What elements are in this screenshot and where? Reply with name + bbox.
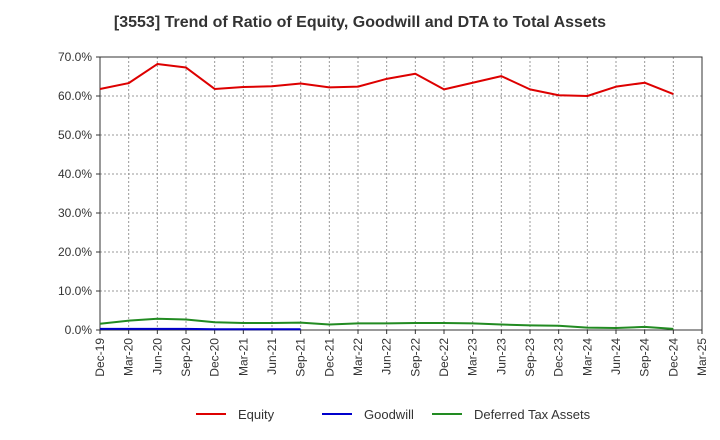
x-tick-label: Sep-20: [179, 338, 193, 377]
x-tick-label: Dec-20: [208, 338, 222, 377]
x-tick-label: Sep-23: [523, 338, 537, 377]
x-tick-label: Jun-22: [380, 338, 394, 375]
chart-title: [3553] Trend of Ratio of Equity, Goodwil…: [113, 14, 607, 31]
y-tick-label: 40.0%: [58, 167, 92, 181]
plot-frame: [99, 56, 703, 331]
y-tick-label: 60.0%: [58, 89, 92, 103]
x-tick-label: Jun-20: [150, 338, 164, 375]
y-tick-label: 70.0%: [58, 50, 92, 64]
legend-layer: Equity Goodwill Deferred Tax Assets: [196, 407, 591, 422]
y-tick-label: 30.0%: [58, 206, 92, 220]
x-tick-label: Mar-25: [695, 338, 709, 376]
x-tick-label: Jun-21: [265, 338, 279, 375]
x-tick-label: Mar-23: [466, 338, 480, 376]
x-tick-label: Jun-24: [609, 338, 623, 375]
series-line-deferred-tax-assets: [99, 317, 674, 330]
axis-layer: 0.0% 10.0% 20.0% 30.0% 40.0% 50.0% 60.0% 70.0% D…: [58, 50, 709, 377]
x-tick-label: Sep-24: [638, 338, 652, 377]
x-tick-label: Dec-21: [322, 338, 336, 377]
x-tick-label: Mar-21: [236, 338, 250, 376]
legend-label-deferred-tax-assets: Deferred Tax Assets: [474, 407, 591, 422]
series-layer: [99, 63, 674, 331]
y-tick-label: 10.0%: [58, 284, 92, 298]
series-line-equity: [99, 63, 674, 97]
x-tick-label: Dec-23: [552, 338, 566, 377]
x-tick-label: Mar-24: [580, 338, 594, 376]
x-tick-label: Mar-20: [122, 338, 136, 376]
legend-label-equity: Equity: [238, 407, 275, 422]
y-tick-label: 0.0%: [65, 323, 93, 337]
x-tick-label: Dec-22: [437, 338, 451, 377]
grid-layer: [100, 57, 702, 330]
x-tick-label: Sep-22: [408, 338, 422, 377]
x-tick-label: Mar-22: [351, 338, 365, 376]
y-tick-label: 20.0%: [58, 245, 92, 259]
x-tick-label: Dec-19: [93, 338, 107, 377]
y-tick-label: 50.0%: [58, 128, 92, 142]
x-tick-label: Sep-21: [294, 338, 308, 377]
legend-label-goodwill: Goodwill: [364, 407, 414, 422]
x-tick-label: Jun-23: [494, 338, 508, 375]
x-tick-label: Dec-24: [666, 338, 680, 377]
